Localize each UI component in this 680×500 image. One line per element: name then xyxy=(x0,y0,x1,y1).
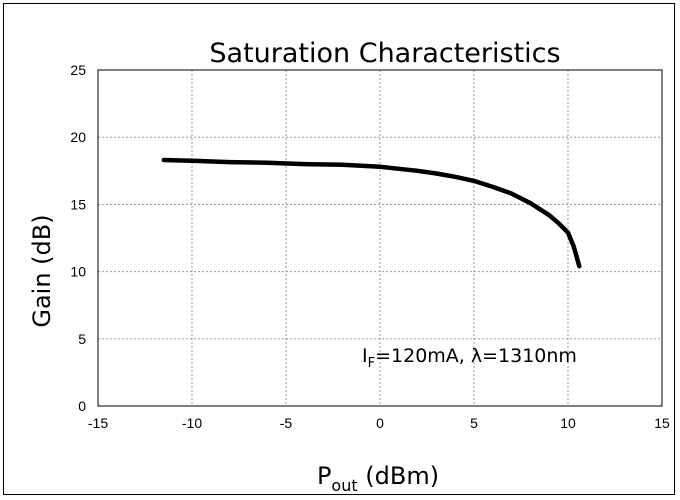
grid xyxy=(98,70,662,406)
x-axis-label: Pout (dBm) xyxy=(317,462,439,495)
x-tick-label-6: 15 xyxy=(654,415,670,431)
y-axis-label: Gain (dB) xyxy=(28,214,56,327)
y-tick-label-5: 25 xyxy=(70,62,86,78)
x-tick-label-1: -10 xyxy=(182,415,202,431)
x-tick-label-4: 5 xyxy=(470,415,478,431)
chart-frame xyxy=(3,3,675,495)
x-axis-label-main: P xyxy=(317,462,331,490)
condition-annotation: IF=120mA, λ=1310nm xyxy=(362,345,577,371)
x-axis-label-unit: (dBm) xyxy=(358,462,439,490)
plot-area xyxy=(97,69,663,407)
x-tick-label-5: 10 xyxy=(560,415,576,431)
x-tick-label-2: -5 xyxy=(280,415,293,431)
y-tick-label-3: 15 xyxy=(70,196,86,212)
y-tick-label-2: 10 xyxy=(70,264,86,280)
chart-title: Saturation Characteristics xyxy=(209,38,560,69)
annotation-text: =120mA, λ=1310nm xyxy=(375,345,577,367)
x-tick-label-3: 0 xyxy=(376,415,384,431)
y-tick-labels: 0 5 10 15 20 25 xyxy=(70,62,86,414)
y-tick-label-1: 5 xyxy=(78,331,86,347)
x-tick-labels: -15 -10 -5 0 5 10 15 xyxy=(88,415,670,431)
x-axis-label-subscript: out xyxy=(331,476,357,495)
gain-curve xyxy=(161,157,582,269)
y-tick-label-0: 0 xyxy=(78,398,86,414)
x-tick-label-0: -15 xyxy=(88,415,108,431)
annotation-subscript: F xyxy=(368,356,375,371)
annotation-prefix: I xyxy=(362,345,368,367)
y-tick-label-4: 20 xyxy=(70,129,86,145)
